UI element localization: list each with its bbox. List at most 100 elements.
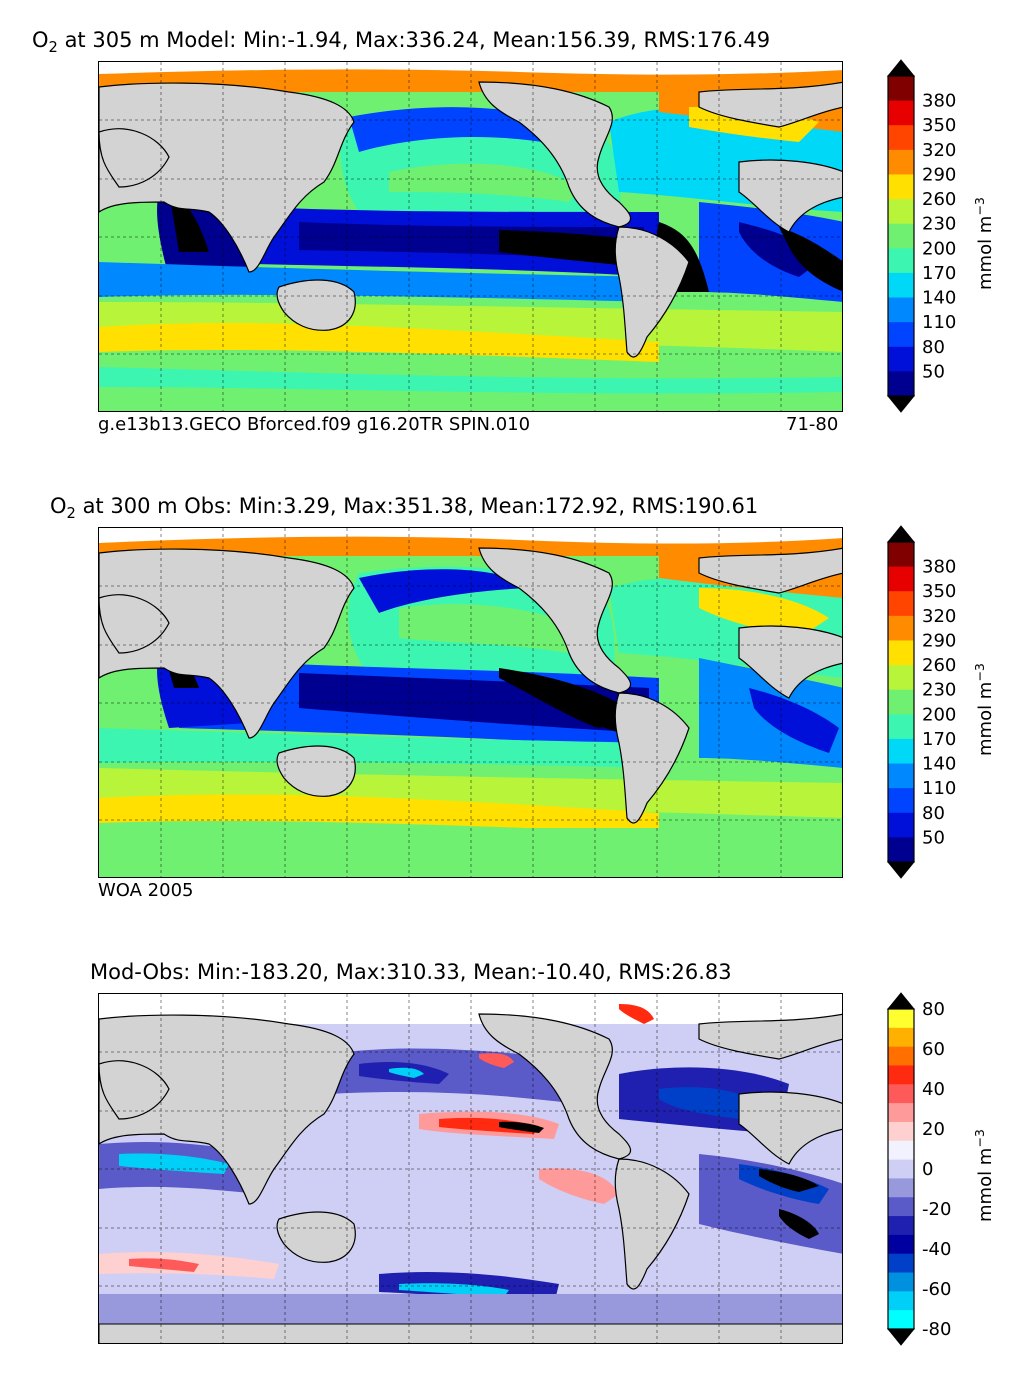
colorbar-swatch [888, 763, 914, 789]
colorbar-tick-label: 50 [922, 827, 945, 848]
colorbar-tick-label: 80 [922, 999, 945, 1020]
panel-2-colorbar-unit: mmol m−3 [972, 663, 996, 756]
colorbar-swatch [888, 223, 914, 249]
colorbar-swatch [888, 1272, 914, 1292]
colorbar-swatch [888, 615, 914, 641]
colorbar-tick-label: 260 [922, 655, 956, 676]
panel-3-title: Mod-Obs: Min:-183.20, Max:310.33, Mean:-… [90, 960, 732, 984]
colorbar-swatch [888, 149, 914, 175]
colorbar-frame [887, 75, 915, 397]
panel-2-footer-left: WOA 2005 [98, 880, 194, 901]
colorbar-swatch [888, 1178, 914, 1198]
colorbar-swatch [888, 1046, 914, 1066]
panel-2-title: O2 at 300 m Obs: Min:3.29, Max:351.38, M… [50, 494, 759, 523]
colorbar-tick-label: 170 [922, 729, 956, 750]
colorbar-tick-label: 200 [922, 238, 956, 259]
colorbar-tick-label: 380 [922, 91, 956, 112]
colorbar-swatch [888, 542, 914, 568]
colorbar-tick-label: 380 [922, 557, 956, 578]
panel-3-map [98, 993, 843, 1344]
colorbar-tick-label: 80 [922, 337, 945, 358]
colorbar-frame [887, 1008, 915, 1330]
colorbar-swatch [888, 738, 914, 765]
panel-2-map [98, 527, 843, 878]
colorbar-swatch [888, 297, 914, 323]
colorbar-tick-label: 170 [922, 263, 956, 284]
colorbar-tick-label: 290 [922, 164, 956, 185]
colorbar-tick-label: -60 [922, 1279, 951, 1300]
panel-1-footer-left: g.e13b13.GECO Bforced.f09 g16.20TR SPIN.… [98, 414, 531, 435]
colorbar-swatch [888, 248, 914, 274]
colorbar-swatch [888, 566, 914, 592]
colorbar-tick-label: 320 [922, 606, 956, 627]
colorbar-swatch [888, 1121, 914, 1142]
colorbar-swatch [888, 1140, 914, 1161]
colorbar-swatch [888, 174, 914, 200]
panel-1-title: O2 at 305 m Model: Min:-1.94, Max:336.24… [32, 28, 771, 57]
colorbar-tick-label: 350 [922, 581, 956, 602]
colorbar-swatch [888, 1084, 914, 1104]
colorbar-tick-label: 50 [922, 361, 945, 382]
colorbar-swatch [888, 199, 914, 225]
colorbar-tick-label: 200 [922, 704, 956, 725]
colorbar-tick-label: 0 [922, 1159, 933, 1180]
colorbar-swatch [888, 591, 914, 617]
colorbar-tick-label: 140 [922, 754, 956, 775]
colorbar-swatch [888, 788, 914, 814]
colorbar-swatch [888, 812, 914, 838]
colorbar-extend-max [886, 59, 916, 77]
panel-1-colorbar: 380 350 320 290 260 230 200 170 140 110 80 50 [886, 59, 1008, 413]
colorbar-swatch [888, 272, 914, 299]
colorbar-tick-label: 60 [922, 1039, 945, 1060]
colorbar-swatch [888, 837, 914, 863]
panel-2-colorbar: 380 350 320 290 260 230 200 170 140 110 80 50 [886, 525, 1008, 879]
colorbar-frame [887, 541, 915, 863]
colorbar-swatch [888, 1310, 914, 1330]
colorbar-swatch [888, 1216, 914, 1236]
colorbar-swatch [888, 689, 914, 715]
colorbar-swatch [888, 371, 914, 397]
colorbar-extend-min [886, 1328, 916, 1346]
colorbar-swatch [888, 714, 914, 740]
colorbar-swatch [888, 1291, 914, 1311]
colorbar-extend-min [886, 861, 916, 879]
colorbar-swatch [888, 1009, 914, 1029]
colorbar-tick-label: 350 [922, 115, 956, 136]
colorbar-tick-label: -80 [922, 1319, 951, 1340]
colorbar-tick-label: 140 [922, 288, 956, 309]
panel-3-colorbar: 80 60 40 20 0 -20 -40 -60 -80 [886, 992, 1008, 1346]
colorbar-extend-max [886, 992, 916, 1010]
colorbar-swatch [888, 1234, 914, 1255]
colorbar-swatch [888, 100, 914, 126]
colorbar-swatch [888, 346, 914, 372]
colorbar-tick-label: 260 [922, 189, 956, 210]
panel-3-colorbar-unit: mmol m−3 [972, 1129, 996, 1222]
colorbar-tick-label: 230 [922, 680, 956, 701]
colorbar-swatch [888, 1027, 914, 1048]
colorbar-tick-label: 110 [922, 312, 956, 333]
colorbar-swatch [888, 322, 914, 348]
colorbar-tick-label: 20 [922, 1119, 945, 1140]
panel-1-map [98, 61, 843, 412]
colorbar-swatch [888, 76, 914, 102]
panel-1-footer-right: 71-80 [786, 414, 839, 435]
colorbar-swatch [888, 1159, 914, 1179]
colorbar-swatch [888, 1197, 914, 1217]
colorbar-extend-min [886, 395, 916, 413]
colorbar-tick-label: 110 [922, 778, 956, 799]
colorbar-tick-label: 80 [922, 803, 945, 824]
colorbar-swatch [888, 665, 914, 691]
colorbar-tick-label: 230 [922, 214, 956, 235]
colorbar-tick-label: -20 [922, 1199, 951, 1220]
colorbar-extend-max [886, 525, 916, 543]
colorbar-tick-label: 320 [922, 140, 956, 161]
colorbar-swatch [888, 125, 914, 151]
panel-1-colorbar-unit: mmol m−3 [972, 197, 996, 290]
colorbar-tick-label: -40 [922, 1239, 951, 1260]
colorbar-swatch [888, 1103, 914, 1123]
colorbar-swatch [888, 640, 914, 666]
colorbar-swatch [888, 1253, 914, 1274]
colorbar-tick-label: 40 [922, 1079, 945, 1100]
colorbar-swatch [888, 1065, 914, 1085]
colorbar-tick-label: 290 [922, 630, 956, 651]
